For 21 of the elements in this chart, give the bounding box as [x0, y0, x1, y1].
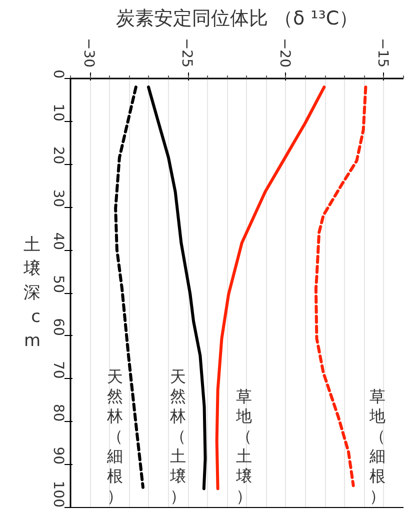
y-tick-label: 10 — [50, 104, 66, 122]
y-tick-label: 50 — [50, 275, 66, 294]
y-tick-label: 0 — [50, 70, 66, 79]
y-tick-label: 40 — [50, 232, 66, 250]
y-tick-label: 20 — [50, 146, 66, 164]
x-tick-label: −25 — [178, 38, 195, 68]
y-tick-label: 90 — [50, 446, 66, 465]
series-label: 草地（細根） — [368, 386, 386, 506]
y-axis-title: 土壌深 cm — [22, 235, 41, 351]
y-tick-label: 70 — [50, 360, 66, 379]
series-label: 草地（土壌） — [234, 386, 252, 506]
y-tick-label: 100 — [50, 480, 66, 508]
y-tick-label: 60 — [50, 318, 66, 336]
series-label: 天然林（細根） — [106, 366, 123, 506]
y-tick-label: 30 — [50, 189, 66, 208]
series-label: 天然林（土壌） — [168, 366, 186, 506]
chart-title: 炭素安定同位体比 （δ ¹³C） — [116, 8, 358, 30]
x-tick-label: −30 — [80, 38, 97, 68]
x-tick-label: −20 — [276, 38, 292, 68]
x-tick-label: −15 — [374, 38, 390, 68]
y-tick-label: 80 — [50, 404, 66, 422]
